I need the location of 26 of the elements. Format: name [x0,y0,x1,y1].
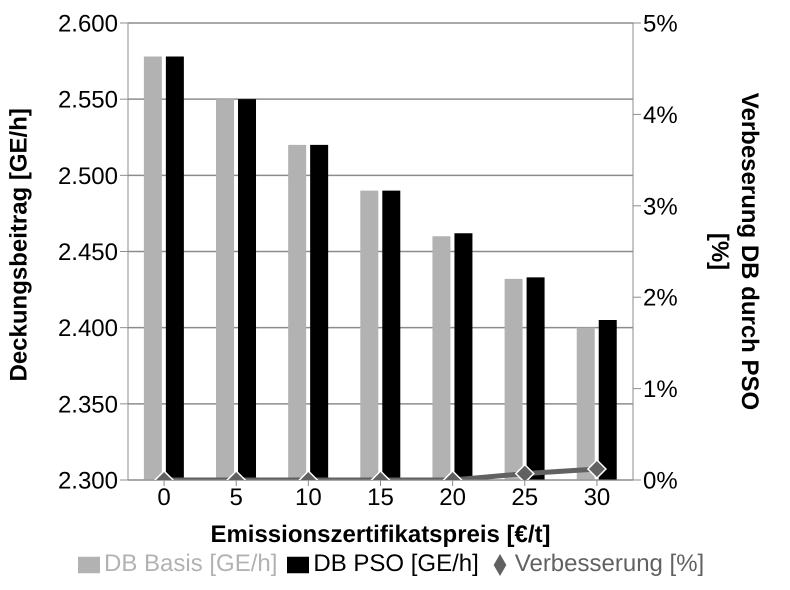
y2-tick-label: 4% [643,102,678,129]
y-tick-label: 2.350 [58,391,118,418]
x-tick-label: 10 [295,484,322,512]
x-axis-title: Emissionszertifikatspreis [€/t] [210,521,551,548]
y2-axis-title: Verbeserung DB durch PSO [%] [706,92,763,410]
y-tick-label: 2.500 [58,162,118,190]
y-tick-label: 2.300 [58,468,118,495]
x-tick-label: 25 [511,484,538,512]
y2-tick-label: 1% [643,376,678,404]
x-tick-label: 15 [367,484,394,512]
x-tick-label: 30 [584,484,610,512]
y-tick-label: 2.600 [58,10,118,38]
legend-label: DB Basis [GE/h] [104,550,278,577]
y-tick-label: 2.400 [58,315,118,342]
y-tick-label: 2.450 [58,239,118,266]
x-tick-label: 0 [157,484,171,512]
legend-label: DB PSO [GE/h] [313,550,479,577]
y-axis-title: Deckungsbeitrag [GE/h] [6,108,33,382]
x-tick-label: 20 [439,484,466,512]
x-tick-label: 5 [230,484,243,512]
y-tick-label: 2.550 [58,86,118,114]
y2-tick-label: 3% [643,193,678,220]
legend-label: Verbesserung [%] [514,550,704,577]
y2-tick-label: 5% [643,10,678,38]
y2-tick-label: 2% [643,284,678,312]
y2-tick-label: 0% [643,468,678,495]
